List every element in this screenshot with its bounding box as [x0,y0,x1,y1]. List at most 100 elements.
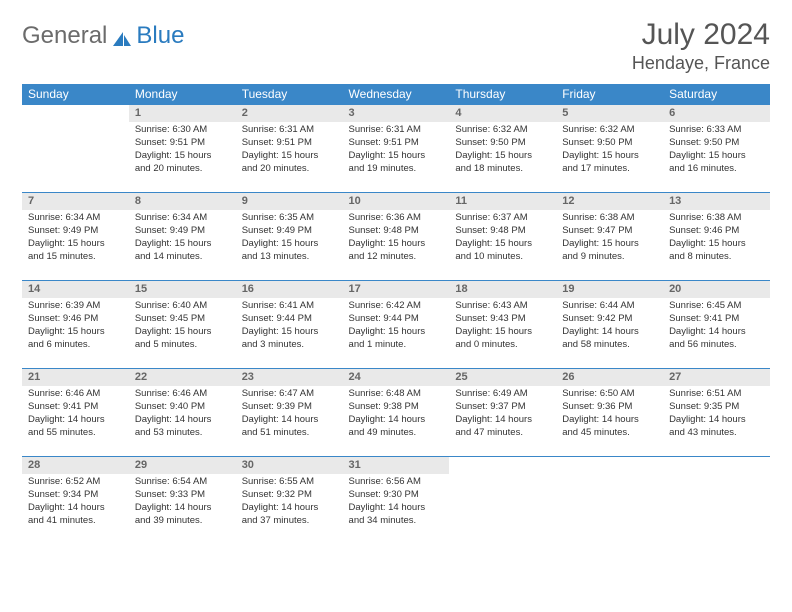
sunset-text: Sunset: 9:35 PM [669,401,764,414]
sunset-text: Sunset: 9:34 PM [28,489,123,502]
day-number: 23 [236,369,343,386]
daylight-text: Daylight: 15 hours and 6 minutes. [28,326,123,352]
day-number: 21 [22,369,129,386]
day-number: 2 [236,105,343,122]
day-details: Sunrise: 6:37 AMSunset: 9:48 PMDaylight:… [449,210,556,267]
sunrise-text: Sunrise: 6:44 AM [562,300,657,313]
weekday-header: Sunday [22,84,129,105]
daylight-text: Daylight: 15 hours and 8 minutes. [669,238,764,264]
sunrise-text: Sunrise: 6:32 AM [455,124,550,137]
sunset-text: Sunset: 9:50 PM [562,137,657,150]
sunset-text: Sunset: 9:45 PM [135,313,230,326]
sunrise-text: Sunrise: 6:32 AM [562,124,657,137]
day-number: 29 [129,457,236,474]
day-details: Sunrise: 6:47 AMSunset: 9:39 PMDaylight:… [236,386,343,443]
brand-part2: Blue [136,22,184,50]
daylight-text: Daylight: 15 hours and 1 minute. [349,326,444,352]
sunset-text: Sunset: 9:49 PM [135,225,230,238]
daylight-text: Daylight: 15 hours and 3 minutes. [242,326,337,352]
day-number: 3 [343,105,450,122]
weekday-header: Friday [556,84,663,105]
day-details: Sunrise: 6:31 AMSunset: 9:51 PMDaylight:… [343,122,450,179]
sunrise-text: Sunrise: 6:36 AM [349,212,444,225]
sunset-text: Sunset: 9:40 PM [135,401,230,414]
daylight-text: Daylight: 14 hours and 41 minutes. [28,502,123,528]
weekday-header: Thursday [449,84,556,105]
calendar-day-cell [449,457,556,543]
calendar-week-row: 1Sunrise: 6:30 AMSunset: 9:51 PMDaylight… [22,105,770,193]
sunrise-text: Sunrise: 6:37 AM [455,212,550,225]
day-details: Sunrise: 6:34 AMSunset: 9:49 PMDaylight:… [22,210,129,267]
sunrise-text: Sunrise: 6:39 AM [28,300,123,313]
day-details: Sunrise: 6:41 AMSunset: 9:44 PMDaylight:… [236,298,343,355]
sunrise-text: Sunrise: 6:30 AM [135,124,230,137]
calendar-day-cell: 18Sunrise: 6:43 AMSunset: 9:43 PMDayligh… [449,281,556,369]
sunset-text: Sunset: 9:37 PM [455,401,550,414]
daylight-text: Daylight: 14 hours and 34 minutes. [349,502,444,528]
day-details: Sunrise: 6:43 AMSunset: 9:43 PMDaylight:… [449,298,556,355]
calendar-day-cell: 11Sunrise: 6:37 AMSunset: 9:48 PMDayligh… [449,193,556,281]
sunset-text: Sunset: 9:49 PM [242,225,337,238]
day-details: Sunrise: 6:46 AMSunset: 9:41 PMDaylight:… [22,386,129,443]
sunrise-text: Sunrise: 6:48 AM [349,388,444,401]
day-number: 12 [556,193,663,210]
calendar-day-cell: 1Sunrise: 6:30 AMSunset: 9:51 PMDaylight… [129,105,236,193]
day-number: 9 [236,193,343,210]
sunset-text: Sunset: 9:51 PM [242,137,337,150]
calendar-day-cell: 7Sunrise: 6:34 AMSunset: 9:49 PMDaylight… [22,193,129,281]
day-details: Sunrise: 6:46 AMSunset: 9:40 PMDaylight:… [129,386,236,443]
day-number: 8 [129,193,236,210]
brand-part1: General [22,22,107,50]
sunset-text: Sunset: 9:49 PM [28,225,123,238]
day-number: 6 [663,105,770,122]
calendar-day-cell: 28Sunrise: 6:52 AMSunset: 9:34 PMDayligh… [22,457,129,543]
daylight-text: Daylight: 15 hours and 20 minutes. [242,150,337,176]
day-details: Sunrise: 6:34 AMSunset: 9:49 PMDaylight:… [129,210,236,267]
day-number: 28 [22,457,129,474]
calendar-day-cell: 14Sunrise: 6:39 AMSunset: 9:46 PMDayligh… [22,281,129,369]
day-number: 26 [556,369,663,386]
sunrise-text: Sunrise: 6:33 AM [669,124,764,137]
day-details: Sunrise: 6:30 AMSunset: 9:51 PMDaylight:… [129,122,236,179]
day-number: 19 [556,281,663,298]
sunrise-text: Sunrise: 6:46 AM [28,388,123,401]
daylight-text: Daylight: 15 hours and 18 minutes. [455,150,550,176]
daylight-text: Daylight: 14 hours and 47 minutes. [455,414,550,440]
sunset-text: Sunset: 9:38 PM [349,401,444,414]
day-number: 7 [22,193,129,210]
day-details: Sunrise: 6:36 AMSunset: 9:48 PMDaylight:… [343,210,450,267]
daylight-text: Daylight: 14 hours and 43 minutes. [669,414,764,440]
day-number: 24 [343,369,450,386]
calendar-body: 1Sunrise: 6:30 AMSunset: 9:51 PMDaylight… [22,105,770,543]
daylight-text: Daylight: 14 hours and 55 minutes. [28,414,123,440]
day-details: Sunrise: 6:40 AMSunset: 9:45 PMDaylight:… [129,298,236,355]
day-details: Sunrise: 6:52 AMSunset: 9:34 PMDaylight:… [22,474,129,531]
sunset-text: Sunset: 9:41 PM [669,313,764,326]
calendar-day-cell: 30Sunrise: 6:55 AMSunset: 9:32 PMDayligh… [236,457,343,543]
weekday-header: Saturday [663,84,770,105]
sunset-text: Sunset: 9:46 PM [669,225,764,238]
location: Hendaye, France [632,53,770,74]
sunrise-text: Sunrise: 6:52 AM [28,476,123,489]
daylight-text: Daylight: 14 hours and 53 minutes. [135,414,230,440]
sunrise-text: Sunrise: 6:50 AM [562,388,657,401]
sunset-text: Sunset: 9:32 PM [242,489,337,502]
day-details: Sunrise: 6:33 AMSunset: 9:50 PMDaylight:… [663,122,770,179]
calendar-day-cell [663,457,770,543]
day-details: Sunrise: 6:49 AMSunset: 9:37 PMDaylight:… [449,386,556,443]
calendar-day-cell: 3Sunrise: 6:31 AMSunset: 9:51 PMDaylight… [343,105,450,193]
sunset-text: Sunset: 9:48 PM [349,225,444,238]
calendar-header-row: Sunday Monday Tuesday Wednesday Thursday… [22,84,770,105]
day-number: 11 [449,193,556,210]
sunset-text: Sunset: 9:50 PM [669,137,764,150]
day-number: 22 [129,369,236,386]
month-title: July 2024 [632,18,770,51]
sunset-text: Sunset: 9:48 PM [455,225,550,238]
sunrise-text: Sunrise: 6:43 AM [455,300,550,313]
daylight-text: Daylight: 14 hours and 49 minutes. [349,414,444,440]
day-details: Sunrise: 6:38 AMSunset: 9:47 PMDaylight:… [556,210,663,267]
calendar-day-cell: 8Sunrise: 6:34 AMSunset: 9:49 PMDaylight… [129,193,236,281]
daylight-text: Daylight: 15 hours and 15 minutes. [28,238,123,264]
day-number: 16 [236,281,343,298]
sunset-text: Sunset: 9:43 PM [455,313,550,326]
